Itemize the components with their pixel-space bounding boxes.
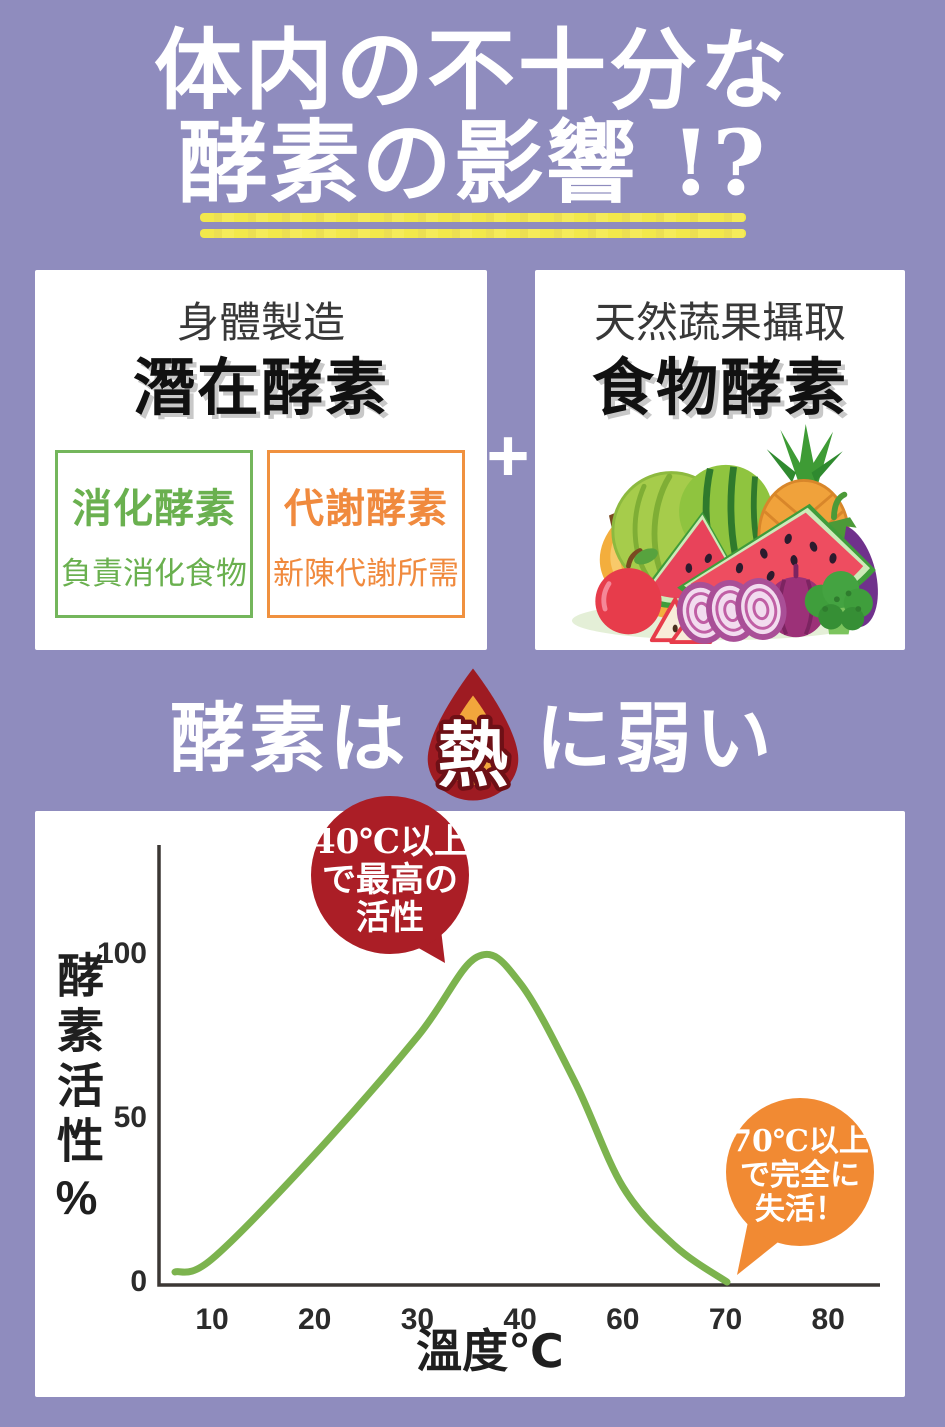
left-card-title: 潛在酵素 <box>132 354 389 424</box>
x-axis-label: 溫度℃ <box>416 1325 564 1377</box>
y-axis-label: 酵素活性% <box>50 951 103 1232</box>
broccoli-icon <box>804 571 873 635</box>
metabolic-enzyme-desc: 新陳代謝所需 <box>273 555 459 591</box>
heat-heading-suffix: に弱い <box>535 694 776 783</box>
bubble-text-line: で最高の <box>322 860 458 900</box>
drop-inner-shape <box>442 695 503 786</box>
bubble-text-line: 40℃以上 <box>312 822 468 862</box>
x-tick-label: 40 <box>503 1303 536 1336</box>
chart-axes <box>157 845 880 1287</box>
x-tick-label: 20 <box>298 1303 331 1336</box>
left-card-subtitle: 身體製造 <box>176 299 345 346</box>
apple-icon <box>595 548 662 635</box>
metabolic-enzyme-name: 代謝酵素 <box>284 486 448 531</box>
enzyme-activity-chart-card: 10 20 30 40 60 70 80 100 50 0 溫度℃ 40℃以上 で最高の 活性 70… <box>35 796 905 1397</box>
right-card-subtitle: 天然蔬果攝取 <box>593 299 846 346</box>
activity-curve <box>171 950 731 1286</box>
x-tick-label: 30 <box>401 1303 434 1336</box>
fruits-vegetables-icon <box>571 423 878 645</box>
page-title-line2: 酵素の影響 !? <box>177 110 768 216</box>
digestive-enzyme-name: 消化酵素 <box>72 486 236 531</box>
bubble-text-line: 失活！ <box>755 1192 845 1227</box>
heat-heading-prefix: 酵素は <box>169 694 410 783</box>
metabolic-enzyme-box: 代謝酵素 新陳代謝所需 <box>267 450 465 618</box>
x-tick-label: 10 <box>195 1303 228 1336</box>
x-tick-label: 80 <box>812 1303 845 1336</box>
bubble-circle <box>726 1098 874 1246</box>
right-card-title: 食物酵素 <box>591 354 848 424</box>
heat-drop-character: 熱 <box>437 713 508 797</box>
y-tick-label: 100 <box>97 937 147 970</box>
x-tick-label: 60 <box>606 1303 639 1336</box>
onion-slices-icon <box>676 578 787 644</box>
bubble-text-line: 70℃以上 <box>731 1124 869 1159</box>
y-tick-label: 50 <box>114 1101 147 1134</box>
food-enzyme-card: 天然蔬果攝取 食物酵素 <box>535 270 905 650</box>
endogenous-enzyme-card: 身體製造 潛在酵素 消化酵素 負責消化食物 代謝酵素 新陳代謝所需 <box>35 270 487 650</box>
plus-icon: + <box>486 414 530 497</box>
x-tick-label: 70 <box>709 1303 742 1336</box>
bubble-circle <box>311 796 469 954</box>
page-title-line1: 体内の不十分な <box>153 18 791 122</box>
bubble-text-line: で完全に <box>740 1158 860 1193</box>
y-tick-label: 0 <box>130 1265 147 1298</box>
x-axis-tick-labels: 10 20 30 40 60 70 80 <box>195 1303 845 1336</box>
digestive-enzyme-box: 消化酵素 負責消化食物 <box>55 450 253 618</box>
yellow-marker-underline <box>200 213 746 222</box>
digestive-enzyme-desc: 負責消化食物 <box>61 555 247 591</box>
heat-drop-icon: 熱 <box>427 668 518 802</box>
yellow-marker-underline <box>200 229 746 238</box>
y-axis-tick-labels: 100 50 0 <box>97 937 147 1298</box>
heat-weakness-heading: 酵素は 熱 に弱い <box>0 664 945 814</box>
bubble-text-line: 活性 <box>356 898 424 938</box>
